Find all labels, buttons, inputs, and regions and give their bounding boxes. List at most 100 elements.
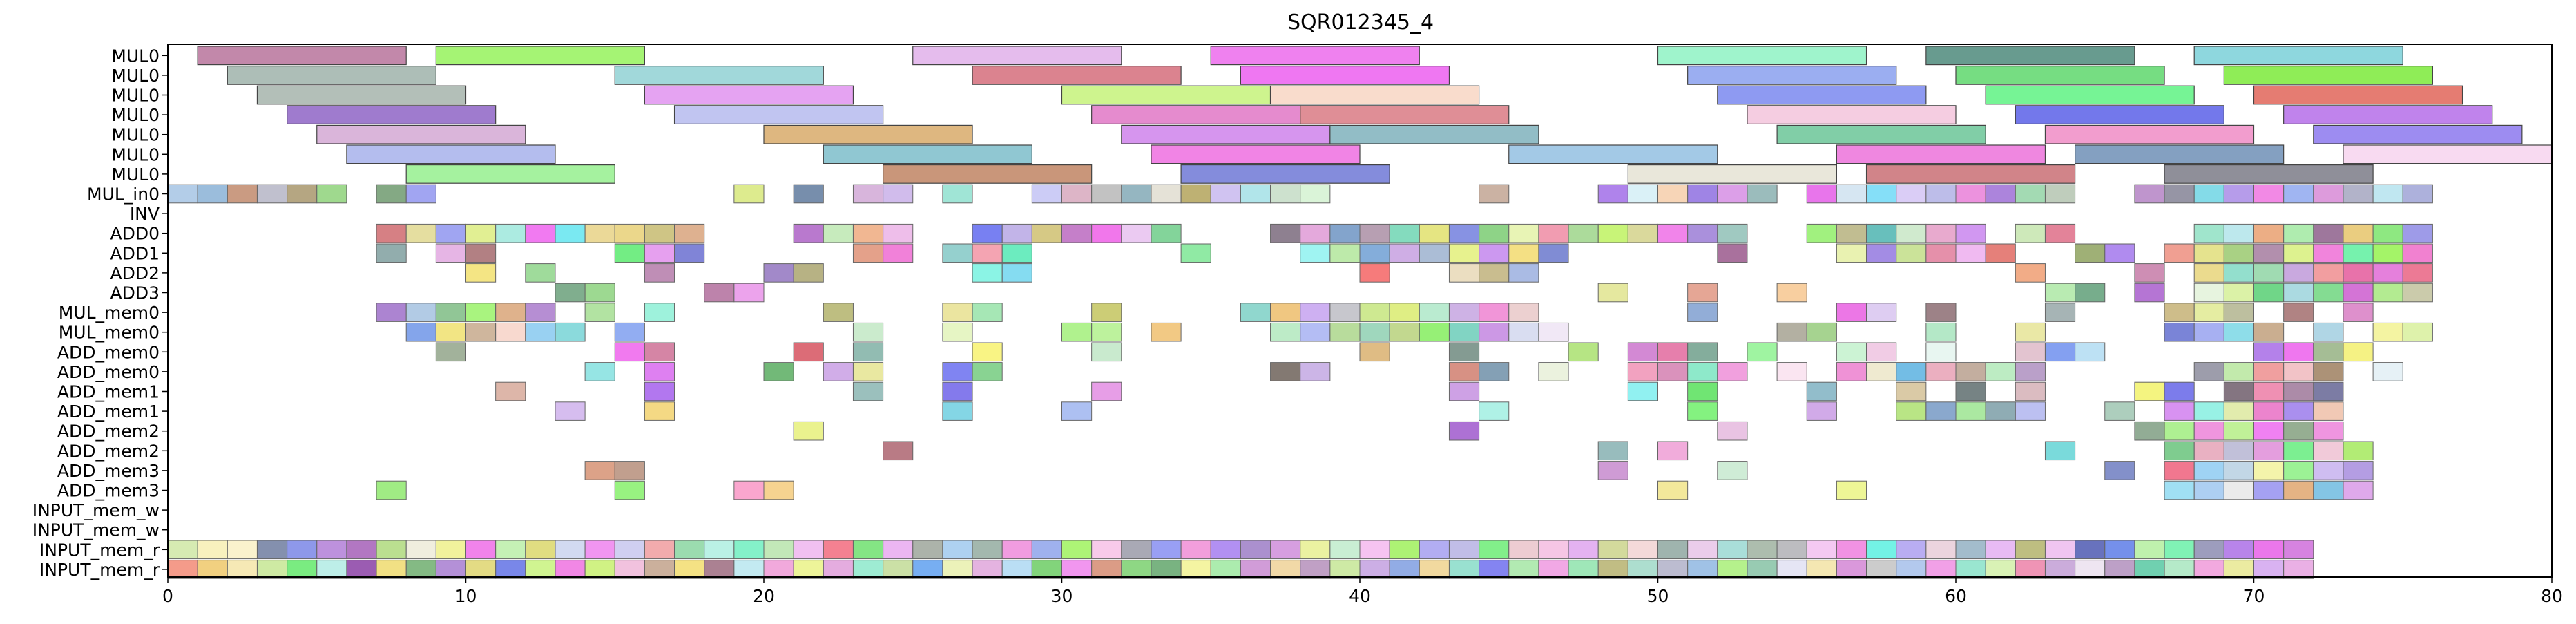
cell-r18-11 xyxy=(2015,401,2046,421)
cell-r16-29 xyxy=(2372,362,2403,381)
cell-r9-12 xyxy=(823,223,854,243)
cell-r14-6 xyxy=(614,322,645,342)
cell-r13-14 xyxy=(1300,303,1331,322)
cell-r11-10 xyxy=(1508,263,1539,283)
cell-r11-12 xyxy=(2134,263,2165,283)
cell-r14-5 xyxy=(555,322,586,342)
cell-r10-19 xyxy=(1508,243,1539,263)
bar-47 xyxy=(2164,164,2374,184)
bar-17 xyxy=(1269,85,1480,105)
bar-43 xyxy=(882,164,1093,184)
cell-r12-9 xyxy=(2134,283,2165,303)
cell-r9-22 xyxy=(1270,223,1301,243)
bar-6 xyxy=(2193,46,2403,66)
y-tick-label: ADD3 xyxy=(110,283,160,303)
cell-r13-30 xyxy=(2283,303,2314,322)
cell-r26-67 xyxy=(2164,560,2195,579)
cell-r17-6 xyxy=(1627,381,1659,401)
cell-r7-5 xyxy=(316,184,347,204)
cell-r12-14 xyxy=(2313,283,2344,303)
cell-r9-23 xyxy=(1300,223,1331,243)
cell-r13-28 xyxy=(2193,303,2224,322)
cell-r20-0 xyxy=(883,441,914,461)
cell-r26-40 xyxy=(1359,560,1390,579)
cell-r25-22 xyxy=(823,540,854,560)
cell-r7-18 xyxy=(1180,184,1211,204)
cell-r22-11 xyxy=(2313,480,2344,500)
cell-r26-51 xyxy=(1687,560,1718,579)
cell-r18-17 xyxy=(2283,401,2314,421)
x-tick-label: 0 xyxy=(162,586,173,606)
cell-r9-8 xyxy=(614,223,645,243)
cell-r7-22 xyxy=(1300,184,1331,204)
cell-r26-19 xyxy=(733,560,765,579)
cell-r25-51 xyxy=(1687,540,1718,560)
cell-r26-68 xyxy=(2193,560,2224,579)
cell-r26-47 xyxy=(1568,560,1599,579)
cell-r9-0 xyxy=(376,223,407,243)
cell-r10-6 xyxy=(852,243,884,263)
y-tick-label: ADD2 xyxy=(110,263,160,283)
cell-r16-0 xyxy=(584,362,615,381)
cell-r16-17 xyxy=(1836,362,1867,381)
cell-r17-7 xyxy=(1687,381,1718,401)
cell-r20-10 xyxy=(2343,441,2374,461)
cell-r9-19 xyxy=(1091,223,1122,243)
cell-r10-1 xyxy=(435,243,466,263)
cell-r10-5 xyxy=(674,243,705,263)
cell-r9-15 xyxy=(972,223,1003,243)
cell-r22-4 xyxy=(1657,480,1689,500)
bar-41 xyxy=(2343,144,2553,164)
cell-r13-24 xyxy=(1866,303,1897,322)
cell-r7-48 xyxy=(2402,184,2433,204)
bar-46 xyxy=(1865,164,2076,184)
cell-r9-33 xyxy=(1597,223,1628,243)
cell-r15-19 xyxy=(2075,342,2106,362)
cell-r7-44 xyxy=(2283,184,2314,204)
cell-r26-10 xyxy=(465,560,497,579)
cell-r9-24 xyxy=(1329,223,1361,243)
cell-r9-49 xyxy=(2283,223,2314,243)
cell-r7-8 xyxy=(733,184,765,204)
cell-r12-15 xyxy=(2343,283,2374,303)
cell-r16-1 xyxy=(644,362,675,381)
cell-r25-13 xyxy=(555,540,586,560)
cell-r11-16 xyxy=(2283,263,2314,283)
cell-r21-4 xyxy=(2104,461,2135,480)
cell-r7-15 xyxy=(1091,184,1122,204)
cell-r22-7 xyxy=(2193,480,2224,500)
cell-r7-10 xyxy=(852,184,884,204)
cell-r26-43 xyxy=(1448,560,1480,579)
cell-r16-23 xyxy=(2015,362,2046,381)
cell-r17-10 xyxy=(1955,381,1986,401)
cell-r7-13 xyxy=(1031,184,1062,204)
cell-r9-40 xyxy=(1866,223,1897,243)
cell-r26-55 xyxy=(1806,560,1837,579)
cell-r16-21 xyxy=(1955,362,1986,381)
cell-r25-14 xyxy=(584,540,615,560)
cell-r12-16 xyxy=(2372,283,2403,303)
cell-r9-35 xyxy=(1657,223,1689,243)
cell-r9-7 xyxy=(584,223,615,243)
cell-r20-6 xyxy=(2223,441,2255,461)
cell-r25-0 xyxy=(167,540,198,560)
cell-r11-4 xyxy=(793,263,824,283)
bar-10 xyxy=(1240,65,1450,85)
y-tick-label: MUL0 xyxy=(111,164,160,185)
cell-r26-41 xyxy=(1389,560,1420,579)
cell-r7-24 xyxy=(1597,184,1628,204)
cell-r11-9 xyxy=(1479,263,1510,283)
cell-r18-14 xyxy=(2193,401,2224,421)
cell-r9-53 xyxy=(2402,223,2433,243)
cell-r22-10 xyxy=(2283,480,2314,500)
cell-r19-4 xyxy=(2164,421,2195,441)
cell-r26-21 xyxy=(793,560,824,579)
cell-r15-10 xyxy=(1627,342,1659,362)
cell-r15-17 xyxy=(2015,342,2046,362)
bar-16 xyxy=(1061,85,1271,105)
cell-r10-31 xyxy=(2193,243,2224,263)
y-tick-label: MUL_mem0 xyxy=(59,303,160,323)
cell-r14-26 xyxy=(2164,322,2195,342)
cell-r9-16 xyxy=(1001,223,1032,243)
